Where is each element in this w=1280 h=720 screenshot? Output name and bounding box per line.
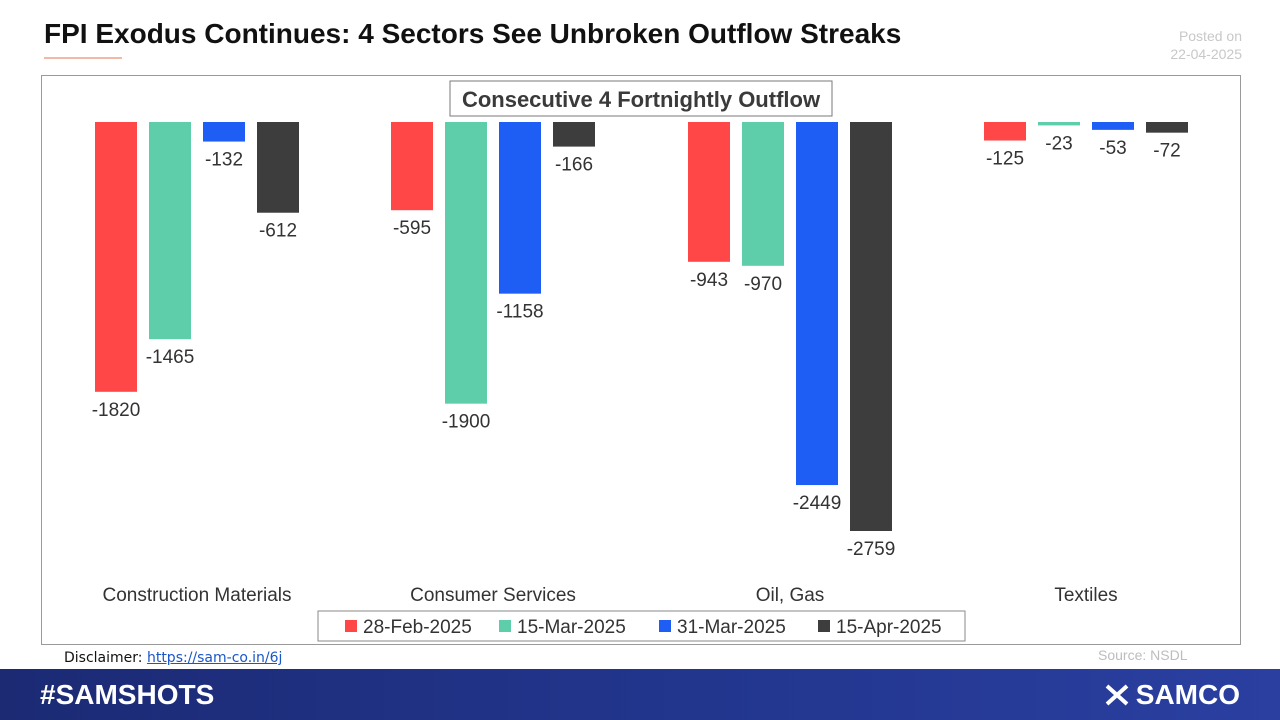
title-underline: [44, 57, 122, 59]
disclaimer-label: Disclaimer:: [64, 650, 143, 666]
data-label: -1158: [496, 302, 543, 323]
legend-label: 31-Mar-2025: [677, 617, 786, 638]
bar: [95, 122, 137, 392]
data-label: -943: [690, 270, 728, 291]
bar: [445, 122, 487, 404]
source-note: Source: NSDL: [1098, 647, 1188, 663]
bar: [850, 122, 892, 531]
bar: [742, 122, 784, 266]
page-title: FPI Exodus Continues: 4 Sectors See Unbr…: [44, 18, 902, 49]
legend-swatch: [499, 620, 511, 632]
bar: [499, 122, 541, 294]
legend-swatch: [818, 620, 830, 632]
data-label: -1900: [442, 412, 491, 433]
data-label: -2449: [793, 493, 842, 514]
bar: [1146, 122, 1188, 133]
bar: [688, 122, 730, 262]
data-label: -53: [1099, 138, 1126, 159]
category-label: Oil, Gas: [756, 585, 825, 606]
footer-bar: #SAMSHOTS SAMCO: [0, 669, 1280, 720]
disclaimer-link[interactable]: https://sam-co.in/6j: [146, 650, 283, 666]
bar: [203, 122, 245, 142]
data-label: -970: [744, 274, 782, 295]
data-label: -132: [205, 150, 243, 171]
legend-swatch: [659, 620, 671, 632]
hashtag: #SAMSHOTS: [40, 679, 215, 710]
data-label: -612: [259, 221, 297, 242]
chart-frame: [41, 75, 1241, 645]
data-label: -1820: [92, 400, 141, 421]
bar: [1038, 122, 1080, 126]
bar-chart: Consecutive 4 Fortnightly Outflow -1820 -1…: [92, 80, 1188, 642]
posted-info: Posted on 22-04-2025: [1170, 27, 1242, 63]
legend-label: 15-Apr-2025: [836, 617, 942, 638]
legend-box: [317, 610, 966, 642]
category-label: Textiles: [1054, 585, 1117, 606]
brand-name: SAMCO: [1135, 679, 1240, 710]
chart-title-box: [449, 80, 833, 117]
bar: [391, 122, 433, 211]
legend-label: 15-Mar-2025: [517, 617, 626, 638]
category-label: Construction Materials: [102, 585, 291, 606]
posted-label: Posted on: [1178, 28, 1242, 44]
category-label: Consumer Services: [410, 585, 576, 606]
samco-logo-icon: [1105, 684, 1129, 706]
bar: [149, 122, 191, 340]
bar: [1092, 122, 1134, 130]
bar: [257, 122, 299, 213]
legend-swatch: [345, 620, 357, 632]
bar: [553, 122, 595, 147]
data-label: -72: [1153, 141, 1180, 162]
data-label: -23: [1045, 133, 1072, 154]
data-label: -595: [393, 218, 431, 239]
data-label: -166: [555, 155, 593, 176]
brand: SAMCO: [1104, 679, 1240, 711]
data-label: -1465: [146, 347, 195, 368]
posted-date: 22-04-2025: [1170, 46, 1242, 62]
bar: [796, 122, 838, 486]
chart-title: Consecutive 4 Fortnightly Outflow: [462, 87, 821, 112]
legend-label: 28-Feb-2025: [363, 617, 472, 638]
data-label: -2759: [847, 539, 896, 560]
data-label: -125: [986, 149, 1024, 170]
disclaimer: Disclaimer: https://sam-co.in/6j: [64, 650, 282, 666]
bar: [984, 122, 1026, 141]
